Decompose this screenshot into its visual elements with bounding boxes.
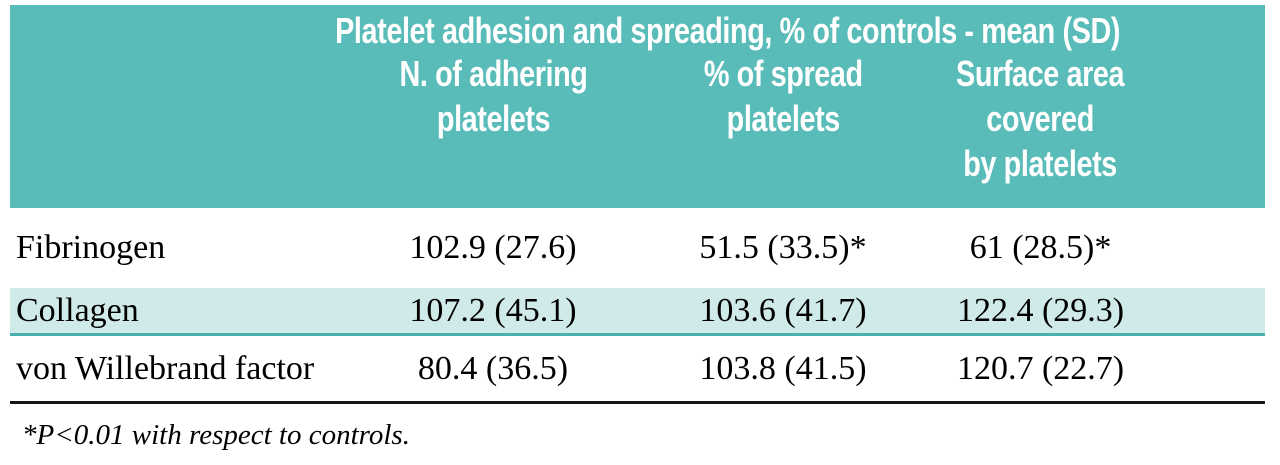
platelet-adhesion-table-figure: Platelet adhesion and spreading, % of co… xyxy=(10,5,1266,452)
row-label: von Willebrand factor xyxy=(10,334,346,404)
column-header-spread: % of spread platelets xyxy=(640,51,926,208)
row-label: Fibrinogen xyxy=(16,229,166,266)
cell-surface: 120.7 (22.7) xyxy=(926,334,1266,404)
cell-spread: 103.6 (41.7) xyxy=(640,288,926,336)
table-title-cell: Platelet adhesion and spreading, % of co… xyxy=(10,5,1266,51)
table-row-collagen: Collagen 107.2 (45.1) 103.6 (41.7) 122.4… xyxy=(10,288,1266,336)
table-header: Platelet adhesion and spreading, % of co… xyxy=(10,5,1266,208)
column-header-surface-label: Surface area covered by platelets xyxy=(956,53,1125,184)
cell-adhering: 80.4 (36.5) xyxy=(346,334,640,404)
platelet-table: Platelet adhesion and spreading, % of co… xyxy=(10,5,1266,404)
cell-spread: 103.8 (41.5) xyxy=(640,334,926,404)
footnote: *P<0.01 with respect to controls. xyxy=(22,419,410,451)
cell-adhering: 107.2 (45.1) xyxy=(346,288,640,336)
cell-spread: 51.5 (33.5)* xyxy=(699,229,867,266)
column-header-spread-label: % of spread platelets xyxy=(703,53,863,139)
column-header-empty xyxy=(10,51,346,208)
column-header-row: N. of adhering platelets % of spread pla… xyxy=(10,51,1266,208)
table-title-row: Platelet adhesion and spreading, % of co… xyxy=(10,5,1266,51)
table-row-fibrinogen: Fibrinogen 102.9 (27.6) 51.5 (33.5)* 61 … xyxy=(10,208,1265,288)
cell-surface: 61 (28.5)* xyxy=(969,229,1112,266)
table-body: Fibrinogen 102.9 (27.6) 51.5 (33.5)* 61 … xyxy=(10,208,1266,404)
column-header-adhering: N. of adhering platelets xyxy=(346,51,640,208)
column-header-surface: Surface area covered by platelets xyxy=(926,51,1266,208)
cell-surface: 122.4 (29.3) xyxy=(926,288,1266,336)
row-label: Collagen xyxy=(10,288,346,336)
cell-adhering: 102.9 (27.6) xyxy=(409,229,577,266)
column-header-adhering-label: N. of adhering platelets xyxy=(399,53,587,139)
table-row-von-willebrand-factor: von Willebrand factor 80.4 (36.5) 103.8 … xyxy=(10,334,1266,404)
table-title: Platelet adhesion and spreading, % of co… xyxy=(335,10,1120,51)
